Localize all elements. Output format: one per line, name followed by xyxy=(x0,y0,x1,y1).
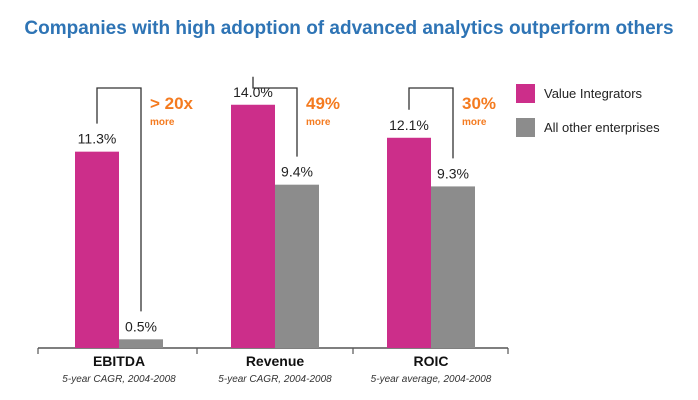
bar-roic-series-2 xyxy=(431,186,475,348)
bar-ebitda-series-2 xyxy=(119,339,163,348)
annotation-value-revenue: 49% xyxy=(306,94,340,113)
comparison-bracket-ebitda xyxy=(96,87,142,312)
legend-label-series-1: Value Integrators xyxy=(544,86,643,101)
category-label-revenue: Revenue xyxy=(246,353,305,369)
comparison-bracket-revenue xyxy=(252,76,298,157)
legend-swatch-series-2 xyxy=(516,118,535,137)
category-subtitle-revenue: 5-year CAGR, 2004-2008 xyxy=(218,374,332,385)
category-subtitle-ebitda: 5-year CAGR, 2004-2008 xyxy=(62,374,176,385)
comparison-bracket-roic xyxy=(408,87,454,159)
data-label-roic-series-1: 12.1% xyxy=(389,117,429,133)
annotation-value-ebitda: > 20x xyxy=(150,94,194,113)
legend-label-series-2: All other enterprises xyxy=(544,120,660,135)
category-label-roic: ROIC xyxy=(414,353,449,369)
bar-revenue-series-2 xyxy=(275,184,319,348)
chart-title: Companies with high adoption of advanced… xyxy=(24,18,674,39)
bar-roic-series-1 xyxy=(387,137,431,348)
annotation-suffix-ebitda: more xyxy=(150,117,175,128)
category-label-ebitda: EBITDA xyxy=(93,353,145,369)
data-label-roic-series-2: 9.3% xyxy=(437,165,469,181)
data-label-ebitda-series-2: 0.5% xyxy=(125,318,157,334)
bar-revenue-series-1 xyxy=(231,104,275,348)
annotation-value-roic: 30% xyxy=(462,94,496,113)
annotation-suffix-roic: more xyxy=(462,117,487,128)
data-label-ebitda-series-1: 11.3% xyxy=(78,131,117,147)
data-label-revenue-series-2: 9.4% xyxy=(281,164,313,180)
annotation-suffix-revenue: more xyxy=(306,117,331,128)
category-subtitle-roic: 5-year average, 2004-2008 xyxy=(371,374,492,385)
bar-ebitda-series-1 xyxy=(75,151,119,348)
legend-swatch-series-1 xyxy=(516,84,535,103)
